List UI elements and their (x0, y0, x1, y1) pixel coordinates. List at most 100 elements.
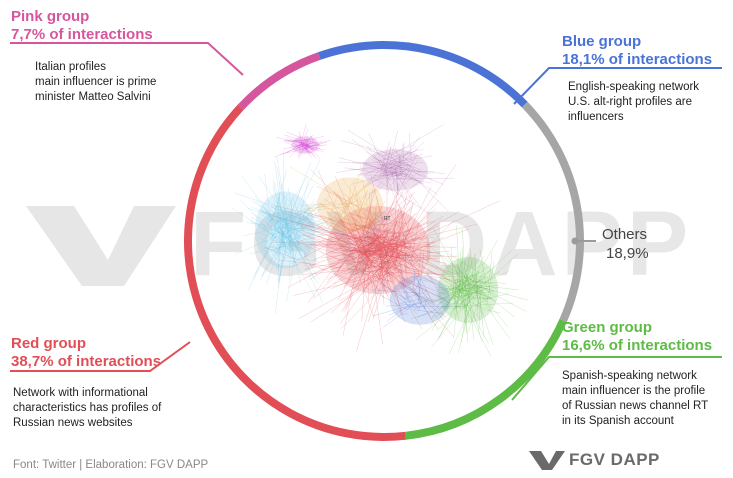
network-edge (474, 287, 494, 345)
network-edge (273, 183, 284, 239)
network-edge (449, 284, 470, 298)
network-edge (371, 169, 414, 176)
network-edge (396, 175, 398, 196)
network-edge (478, 291, 494, 294)
network-edge (287, 208, 314, 247)
network-edge (288, 226, 321, 242)
network-edge (465, 284, 475, 312)
network-edge (298, 144, 301, 157)
network-edge (276, 156, 291, 241)
network-edge (275, 228, 290, 241)
source-credit: Font: Twitter | Elaboration: FGV DAPP (13, 459, 209, 471)
network-edge (276, 220, 297, 257)
network-edge (437, 285, 466, 341)
network-edge (339, 180, 370, 217)
network-edge (393, 218, 416, 265)
network-edge (332, 217, 397, 228)
network-edge (399, 161, 421, 171)
network-edge (274, 228, 312, 257)
network-edge (354, 222, 370, 262)
network-edge (464, 268, 472, 292)
network-edge (365, 286, 409, 311)
network-edge (399, 155, 401, 174)
network-edge (288, 223, 339, 231)
network-edge (437, 283, 462, 306)
network-edge (353, 237, 383, 253)
network-edge (355, 239, 382, 250)
network-edge (369, 236, 402, 266)
blue-group-share: 18,1% of interactions (562, 51, 713, 68)
network-edge (378, 239, 385, 267)
network-edge (278, 230, 302, 251)
network-edge (300, 146, 304, 149)
network-edge (299, 139, 313, 151)
network-edge (380, 245, 403, 313)
network-edge (282, 230, 284, 250)
network-edge (376, 169, 397, 193)
network-edge (381, 237, 415, 267)
network-edge (312, 231, 371, 261)
network-edge (308, 149, 316, 158)
network-edge (373, 233, 389, 273)
network-edge (455, 259, 463, 292)
network-edge (361, 226, 385, 234)
network-edge (340, 266, 404, 330)
network-edge (393, 237, 434, 241)
network-edge (348, 190, 369, 243)
network-edge (335, 245, 377, 270)
network-edge (384, 240, 408, 255)
others-share: 18,9% (606, 245, 649, 262)
network-edge (362, 161, 397, 177)
network-edge (369, 264, 447, 301)
network-edge (365, 235, 425, 262)
network-edge (283, 216, 295, 262)
network-edge (349, 227, 444, 273)
network-edge (291, 159, 321, 219)
network-edge (276, 222, 293, 257)
pink-group-name: Pink group (11, 8, 90, 25)
network-edge (266, 217, 271, 220)
network-edge (373, 264, 405, 272)
network-edge (387, 186, 432, 276)
network-edge (285, 221, 320, 281)
network-edge (251, 207, 274, 216)
blue-ring-segment (317, 41, 528, 108)
network-edge (290, 183, 315, 228)
network-edge (275, 136, 309, 147)
network-edge (377, 272, 389, 297)
network-edge (438, 251, 463, 296)
network-edge (431, 292, 477, 348)
network-edge (341, 262, 370, 313)
network-edge (300, 149, 314, 154)
network-edge (334, 249, 353, 277)
network-edge (371, 245, 405, 289)
network-edge (396, 242, 405, 259)
network-edge (267, 211, 277, 225)
network-edge (273, 237, 291, 255)
network-edge (338, 245, 391, 264)
network-edge (268, 175, 309, 236)
network-edge (455, 294, 483, 322)
network-edge (387, 164, 457, 263)
network-edge (386, 233, 410, 256)
network-edge (300, 135, 303, 146)
network-edge (372, 289, 424, 294)
network-edge (372, 249, 402, 260)
network-edge (395, 160, 421, 177)
network-edge (254, 196, 291, 243)
network-edge (395, 148, 401, 163)
network-edge (462, 272, 475, 300)
network-edge (349, 278, 372, 287)
network-edge (466, 273, 474, 340)
network-edge (368, 191, 416, 229)
network-edge (273, 169, 287, 217)
network-edge (361, 201, 416, 263)
network-edge (347, 129, 396, 161)
network-edge (330, 237, 388, 239)
network-edge (278, 208, 284, 243)
network-edge (342, 193, 385, 213)
red-ring-segment (184, 104, 407, 441)
network-edge (431, 287, 459, 331)
network-edge (372, 246, 397, 249)
network-edge (252, 212, 290, 240)
